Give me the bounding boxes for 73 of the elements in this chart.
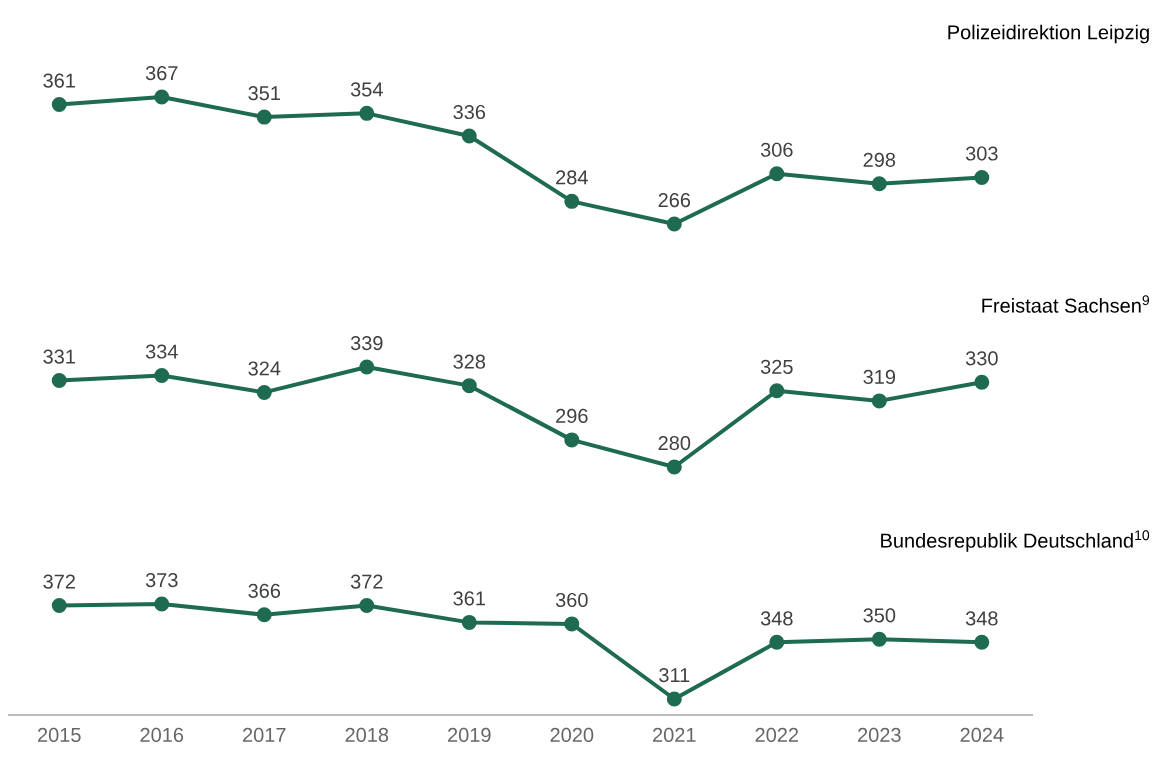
point — [666, 459, 682, 475]
point — [871, 393, 887, 409]
point — [666, 691, 682, 707]
data-label: 367 — [145, 65, 178, 81]
data-label: 339 — [350, 335, 383, 351]
data-label: 331 — [43, 349, 75, 364]
point — [154, 367, 170, 383]
point — [51, 97, 67, 113]
x-tick-label: 2022 — [755, 727, 799, 743]
data-label: 350 — [863, 608, 896, 623]
point — [51, 598, 67, 614]
data-label: 303 — [965, 146, 998, 161]
data-label: 372 — [350, 574, 383, 589]
data-label: 311 — [659, 667, 690, 683]
data-label: 324 — [248, 361, 281, 376]
data-label: 336 — [453, 104, 486, 120]
chart-title: Bundesrepublik Deutschland$^{10}$ — [881, 530, 1150, 552]
data-label: 354 — [350, 82, 383, 97]
data-label: 366 — [248, 583, 281, 598]
data-label: 360 — [555, 592, 588, 608]
data-label: 319 — [863, 369, 896, 385]
point — [359, 105, 375, 121]
point — [769, 166, 785, 182]
point — [871, 631, 887, 647]
point — [769, 383, 785, 399]
point — [51, 373, 67, 389]
x-tick-label: 2018 — [345, 727, 389, 743]
data-label: 298 — [863, 152, 896, 167]
point — [974, 634, 990, 650]
point — [256, 607, 272, 623]
point — [564, 616, 580, 632]
point — [871, 176, 887, 192]
point — [154, 89, 170, 105]
point — [461, 128, 477, 144]
x-tick-label: 2019 — [448, 727, 491, 743]
point — [769, 634, 785, 650]
point — [359, 359, 375, 375]
data-label: 348 — [760, 611, 793, 626]
point — [564, 193, 580, 209]
data-label: 334 — [145, 344, 178, 359]
point — [461, 614, 477, 630]
data-label: 373 — [145, 572, 178, 588]
x-tick-label: 2023 — [858, 727, 901, 743]
point — [974, 169, 990, 185]
point — [666, 216, 682, 232]
point — [256, 384, 272, 400]
data-label: 280 — [658, 435, 691, 451]
x-tick-label: 2016 — [140, 727, 184, 743]
x-tick-label: 2017 — [243, 727, 286, 743]
point — [974, 374, 990, 390]
point — [154, 596, 170, 612]
x-tick-label: 2020 — [550, 727, 594, 743]
data-label: 330 — [965, 351, 998, 366]
data-label: 284 — [556, 170, 588, 185]
data-label: 266 — [658, 192, 691, 208]
point — [256, 109, 272, 125]
chart-title: Freistaat Sachsen$^{9}$ — [982, 295, 1150, 313]
point — [564, 432, 580, 448]
data-label: 361 — [453, 591, 485, 606]
data-label: 372 — [43, 574, 75, 589]
data-label: 361 — [43, 73, 75, 88]
chart-title: Polizeidirektion Leipzig — [948, 24, 1149, 44]
data-label: 325 — [760, 359, 793, 374]
x-tick-label: 2021 — [653, 727, 696, 743]
data-label: 306 — [760, 142, 793, 157]
data-label: 351 — [248, 86, 280, 101]
data-label: 296 — [556, 408, 588, 424]
point — [461, 378, 477, 394]
x-tick-label: 2015 — [38, 727, 81, 743]
x-tick-label: 2024 — [960, 727, 1004, 743]
point — [359, 598, 375, 614]
data-label: 328 — [453, 354, 486, 369]
data-label: 348 — [965, 611, 998, 626]
